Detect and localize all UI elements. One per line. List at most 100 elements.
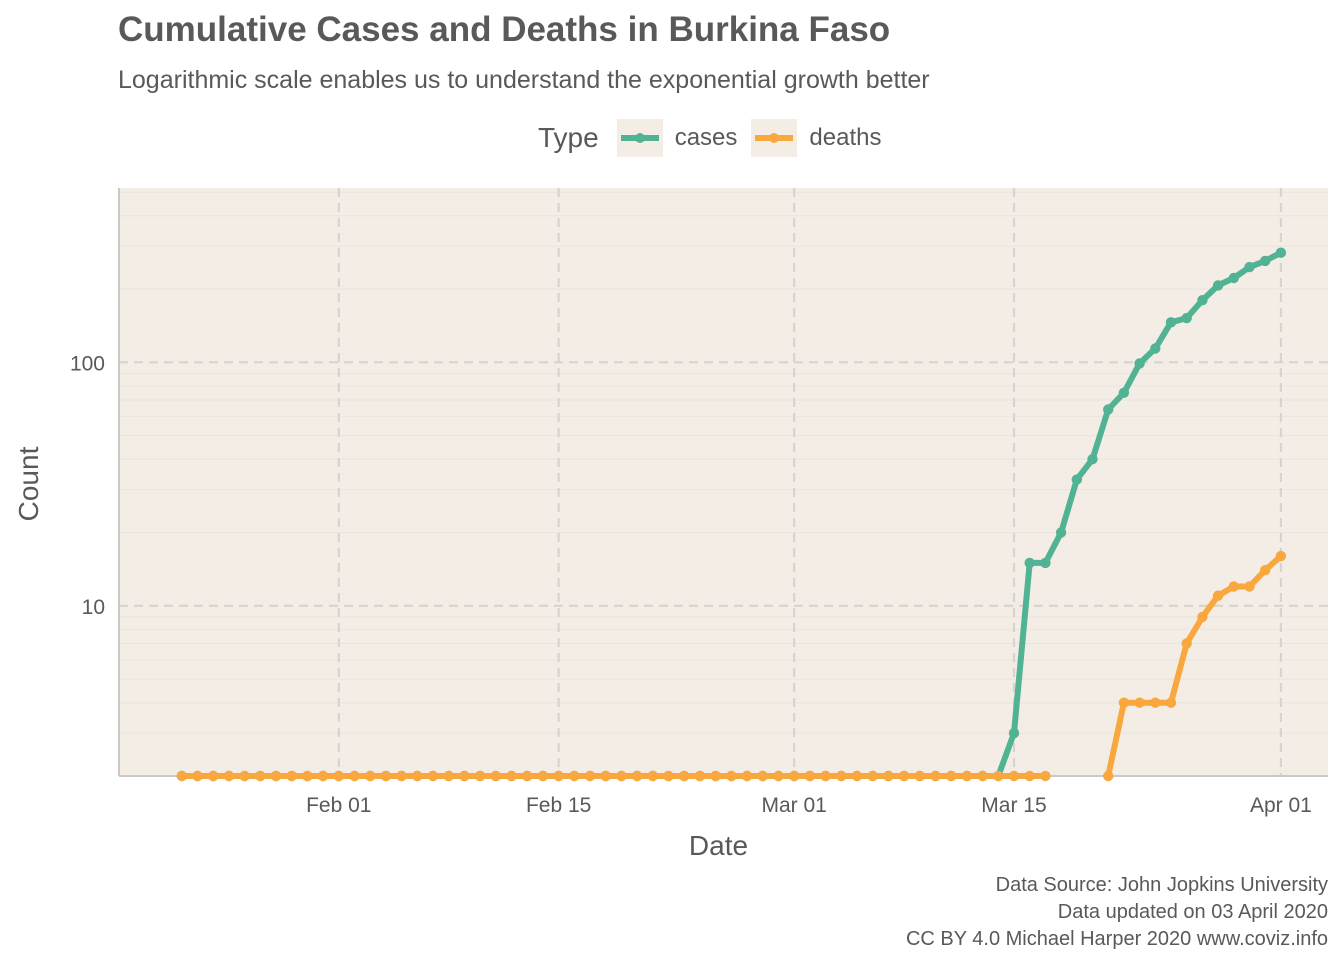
data-point-cases xyxy=(1087,454,1098,465)
data-point-cases xyxy=(1103,404,1114,415)
data-point-deaths xyxy=(1024,770,1035,782)
data-point-deaths xyxy=(961,770,973,782)
data-point-cases xyxy=(1181,312,1192,324)
data-point-deaths xyxy=(569,770,580,782)
data-point-deaths xyxy=(192,770,203,782)
data-point-cases xyxy=(1165,317,1177,328)
data-point-deaths xyxy=(223,770,235,782)
data-point-deaths xyxy=(1260,565,1271,576)
data-point-deaths xyxy=(474,770,486,782)
caption-license: CC BY 4.0 Michael Harper 2020 www.coviz.… xyxy=(905,928,1328,950)
data-point-deaths xyxy=(773,770,784,782)
y-axis-title: Count xyxy=(13,446,44,521)
data-point-deaths xyxy=(1118,697,1130,708)
data-point-cases xyxy=(1118,387,1130,398)
data-point-cases xyxy=(1275,247,1287,258)
data-point-cases xyxy=(1071,474,1083,485)
data-point-deaths xyxy=(208,770,219,782)
data-point-deaths xyxy=(631,770,643,782)
legend-label-cases: cases xyxy=(674,124,738,151)
data-point-cases xyxy=(1228,272,1240,284)
data-point-deaths xyxy=(302,770,313,782)
data-point-deaths xyxy=(537,770,549,782)
data-point-deaths xyxy=(789,770,800,782)
panel-background xyxy=(119,188,1328,776)
data-point-cases xyxy=(1150,343,1161,354)
caption-source: Data Source: John Jopkins University xyxy=(995,874,1328,896)
data-point-deaths xyxy=(1197,611,1208,623)
data-point-deaths xyxy=(1150,697,1161,708)
data-point-deaths xyxy=(443,770,454,782)
data-point-deaths xyxy=(176,770,187,782)
data-point-cases xyxy=(1197,295,1208,306)
legend-label-deaths: deaths xyxy=(809,124,882,151)
data-point-deaths xyxy=(1134,697,1145,708)
legend-item-cases: cases xyxy=(616,119,738,157)
data-point-cases xyxy=(1212,280,1224,291)
data-point-deaths xyxy=(239,770,250,782)
data-point-deaths xyxy=(270,770,282,782)
data-point-deaths xyxy=(946,770,957,782)
data-point-deaths xyxy=(679,770,690,782)
legend: Type cases deaths xyxy=(538,118,895,158)
legend-key-deaths xyxy=(751,119,798,157)
data-point-deaths xyxy=(616,770,627,782)
data-point-deaths xyxy=(522,770,533,782)
data-point-deaths xyxy=(757,770,768,782)
data-point-deaths xyxy=(694,770,706,782)
legend-title: Type xyxy=(538,122,599,153)
data-point-deaths xyxy=(317,770,329,782)
data-point-deaths xyxy=(867,770,878,782)
data-point-deaths xyxy=(1181,638,1192,649)
caption: Data Source: John Jopkins University Dat… xyxy=(906,872,1328,953)
data-point-deaths xyxy=(286,770,297,782)
data-point-deaths xyxy=(490,770,501,782)
data-point-deaths xyxy=(1008,770,1020,782)
data-point-deaths xyxy=(1244,581,1255,592)
data-point-deaths xyxy=(1103,770,1114,782)
data-point-deaths xyxy=(427,770,439,782)
x-tick-label: Feb 01 xyxy=(306,794,371,817)
data-point-cases xyxy=(1024,557,1035,569)
data-point-deaths xyxy=(1212,590,1224,601)
chart-title: Cumulative Cases and Deaths in Burkina F… xyxy=(118,10,891,49)
series-deaths xyxy=(176,550,1287,782)
data-point-deaths xyxy=(820,770,831,782)
data-point-deaths xyxy=(1275,550,1287,562)
legend-item-deaths: deaths xyxy=(751,119,881,157)
data-point-deaths xyxy=(553,770,564,782)
x-tick-label: Feb 15 xyxy=(526,794,591,817)
data-point-deaths xyxy=(898,770,910,782)
data-point-deaths xyxy=(914,770,925,782)
data-point-deaths xyxy=(741,770,753,782)
data-point-deaths xyxy=(977,770,988,782)
data-point-cases xyxy=(1134,358,1145,369)
data-point-deaths xyxy=(836,770,847,782)
data-point-cases xyxy=(1040,557,1051,569)
y-tick-label: 100 xyxy=(70,352,105,375)
data-point-deaths xyxy=(584,770,596,782)
data-point-deaths xyxy=(1040,770,1051,782)
data-point-deaths xyxy=(883,770,894,782)
data-point-deaths xyxy=(333,770,344,782)
data-point-cases xyxy=(1244,261,1255,273)
x-axis-title: Date xyxy=(689,830,748,861)
data-point-deaths xyxy=(647,770,658,782)
data-point-deaths xyxy=(1165,697,1177,708)
y-tick-label: 10 xyxy=(82,596,105,619)
legend-key-cases xyxy=(616,119,663,157)
data-point-deaths xyxy=(851,770,863,782)
data-point-deaths xyxy=(255,770,266,782)
data-point-deaths xyxy=(349,770,360,782)
chart-subtitle: Logarithmic scale enables us to understa… xyxy=(118,66,930,94)
data-point-deaths xyxy=(506,770,517,782)
data-point-deaths xyxy=(365,770,376,782)
data-point-deaths xyxy=(993,770,1004,782)
caption-updated: Data updated on 03 April 2020 xyxy=(1057,901,1328,923)
data-point-cases xyxy=(1055,527,1067,538)
data-point-deaths xyxy=(412,770,423,782)
data-point-cases xyxy=(1260,255,1271,267)
data-point-deaths xyxy=(380,770,392,782)
data-point-deaths xyxy=(930,770,941,782)
